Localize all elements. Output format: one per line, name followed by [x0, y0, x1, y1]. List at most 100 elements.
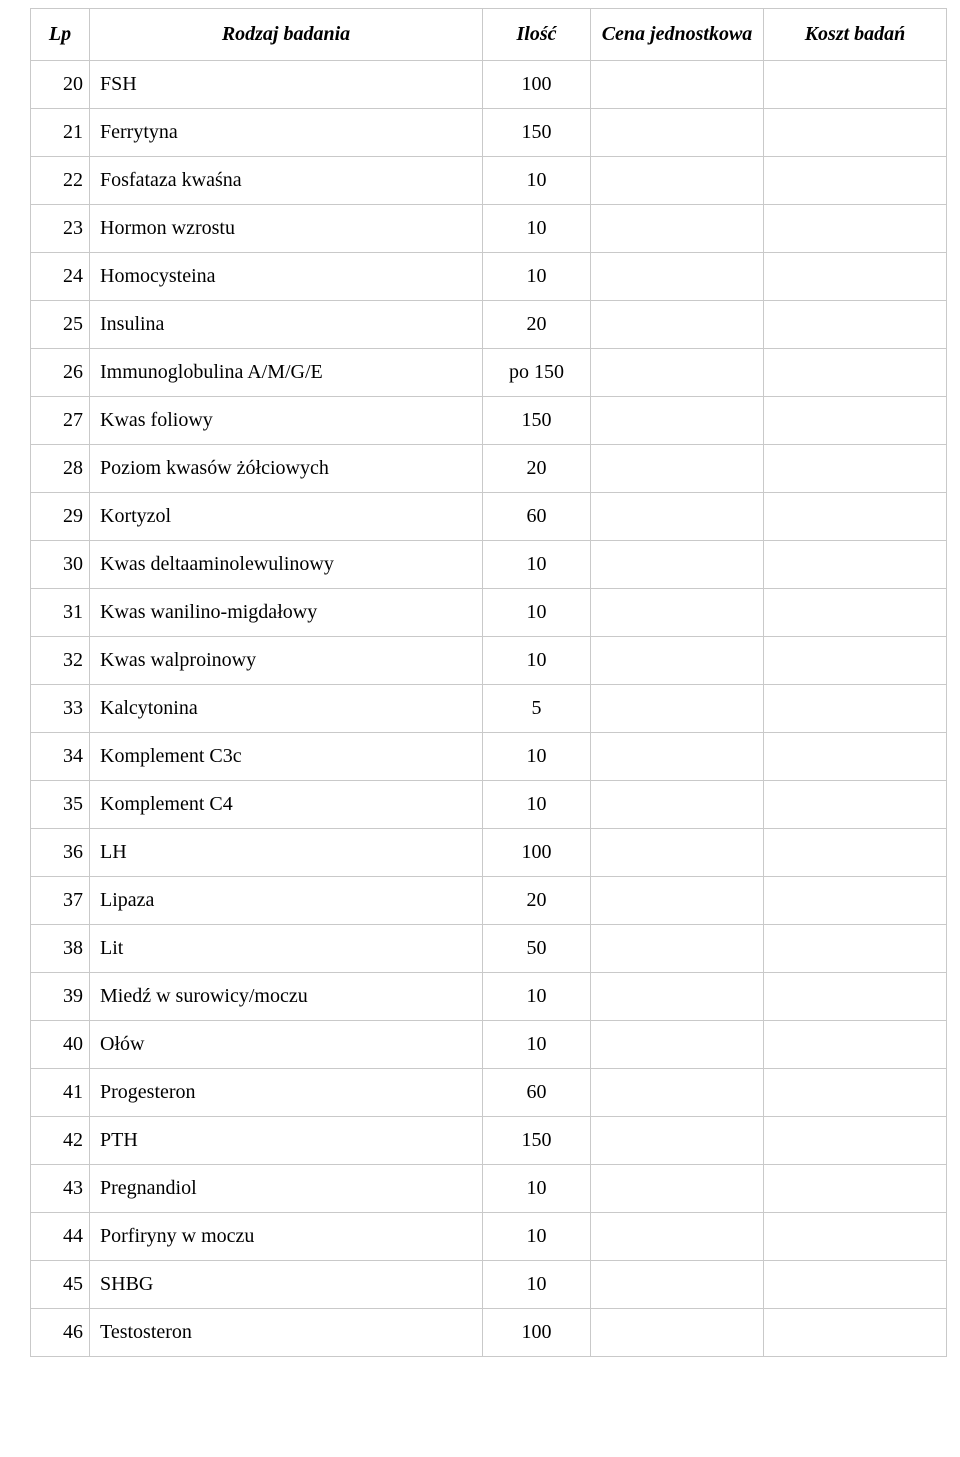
cell-ilosc: 10 [483, 253, 591, 301]
cell-ilosc: 5 [483, 685, 591, 733]
cell-cena [591, 589, 764, 637]
cell-ilosc: 150 [483, 1117, 591, 1165]
cell-koszt [764, 349, 947, 397]
cell-ilosc: 20 [483, 877, 591, 925]
table-row: 33Kalcytonina5 [31, 685, 947, 733]
table-row: 38Lit50 [31, 925, 947, 973]
cell-ilosc: 10 [483, 637, 591, 685]
cell-lp: 29 [31, 493, 90, 541]
cell-lp: 35 [31, 781, 90, 829]
header-koszt: Koszt badań [764, 9, 947, 61]
cell-cena [591, 877, 764, 925]
table-row: 26Immunoglobulina A/M/G/Epo 150 [31, 349, 947, 397]
cell-lp: 21 [31, 109, 90, 157]
cell-rodzaj: SHBG [90, 1261, 483, 1309]
table-row: 39Miedź w surowicy/moczu10 [31, 973, 947, 1021]
table-row: 27Kwas foliowy150 [31, 397, 947, 445]
header-lp: Lp [31, 9, 90, 61]
cell-ilosc: 10 [483, 541, 591, 589]
cell-koszt [764, 637, 947, 685]
table-row: 22Fosfataza kwaśna10 [31, 157, 947, 205]
cell-koszt [764, 829, 947, 877]
cell-cena [591, 61, 764, 109]
cell-cena [591, 157, 764, 205]
table-row: 29Kortyzol60 [31, 493, 947, 541]
cell-rodzaj: Hormon wzrostu [90, 205, 483, 253]
cell-ilosc: 10 [483, 781, 591, 829]
cell-lp: 20 [31, 61, 90, 109]
cell-koszt [764, 301, 947, 349]
cell-rodzaj: Homocysteina [90, 253, 483, 301]
table-row: 21Ferrytyna150 [31, 109, 947, 157]
cell-rodzaj: Fosfataza kwaśna [90, 157, 483, 205]
page-container: Lp Rodzaj badania Ilość Cena jednostkowa… [0, 0, 960, 1397]
cell-koszt [764, 493, 947, 541]
cell-rodzaj: Porfiryny w moczu [90, 1213, 483, 1261]
table-row: 44Porfiryny w moczu10 [31, 1213, 947, 1261]
cell-rodzaj: Lit [90, 925, 483, 973]
cell-cena [591, 349, 764, 397]
table-row: 40Ołów10 [31, 1021, 947, 1069]
cell-cena [591, 445, 764, 493]
cell-lp: 34 [31, 733, 90, 781]
cell-cena [591, 973, 764, 1021]
cell-lp: 45 [31, 1261, 90, 1309]
cell-koszt [764, 1165, 947, 1213]
table-row: 45SHBG10 [31, 1261, 947, 1309]
table-row: 30Kwas deltaaminolewulinowy10 [31, 541, 947, 589]
cell-koszt [764, 781, 947, 829]
cell-ilosc: 10 [483, 205, 591, 253]
cell-koszt [764, 1021, 947, 1069]
cell-lp: 42 [31, 1117, 90, 1165]
cell-cena [591, 637, 764, 685]
cell-cena [591, 925, 764, 973]
cell-cena [591, 109, 764, 157]
cell-cena [591, 781, 764, 829]
cell-cena [591, 1213, 764, 1261]
cell-lp: 38 [31, 925, 90, 973]
cell-rodzaj: Ołów [90, 1021, 483, 1069]
cell-cena [591, 685, 764, 733]
cell-koszt [764, 1309, 947, 1357]
cell-lp: 25 [31, 301, 90, 349]
table-header: Lp Rodzaj badania Ilość Cena jednostkowa… [31, 9, 947, 61]
cell-ilosc: po 150 [483, 349, 591, 397]
table-row: 24Homocysteina10 [31, 253, 947, 301]
cell-lp: 46 [31, 1309, 90, 1357]
cell-rodzaj: FSH [90, 61, 483, 109]
cell-cena [591, 733, 764, 781]
tests-table: Lp Rodzaj badania Ilość Cena jednostkowa… [30, 8, 947, 1357]
cell-cena [591, 541, 764, 589]
cell-ilosc: 150 [483, 397, 591, 445]
table-row: 43Pregnandiol10 [31, 1165, 947, 1213]
header-rodzaj: Rodzaj badania [90, 9, 483, 61]
cell-koszt [764, 589, 947, 637]
cell-ilosc: 20 [483, 301, 591, 349]
cell-lp: 30 [31, 541, 90, 589]
cell-koszt [764, 1069, 947, 1117]
table-row: 20FSH100 [31, 61, 947, 109]
cell-ilosc: 150 [483, 109, 591, 157]
cell-koszt [764, 205, 947, 253]
cell-koszt [764, 973, 947, 1021]
cell-koszt [764, 925, 947, 973]
table-row: 35Komplement C410 [31, 781, 947, 829]
cell-ilosc: 50 [483, 925, 591, 973]
cell-koszt [764, 253, 947, 301]
cell-lp: 44 [31, 1213, 90, 1261]
cell-ilosc: 10 [483, 1165, 591, 1213]
cell-rodzaj: Testosteron [90, 1309, 483, 1357]
cell-ilosc: 10 [483, 973, 591, 1021]
table-row: 37Lipaza20 [31, 877, 947, 925]
cell-koszt [764, 61, 947, 109]
cell-koszt [764, 541, 947, 589]
cell-koszt [764, 157, 947, 205]
cell-cena [591, 1309, 764, 1357]
cell-koszt [764, 109, 947, 157]
cell-cena [591, 301, 764, 349]
cell-cena [591, 829, 764, 877]
cell-rodzaj: Kwas deltaaminolewulinowy [90, 541, 483, 589]
cell-cena [591, 493, 764, 541]
cell-lp: 37 [31, 877, 90, 925]
table-row: 32Kwas walproinowy10 [31, 637, 947, 685]
